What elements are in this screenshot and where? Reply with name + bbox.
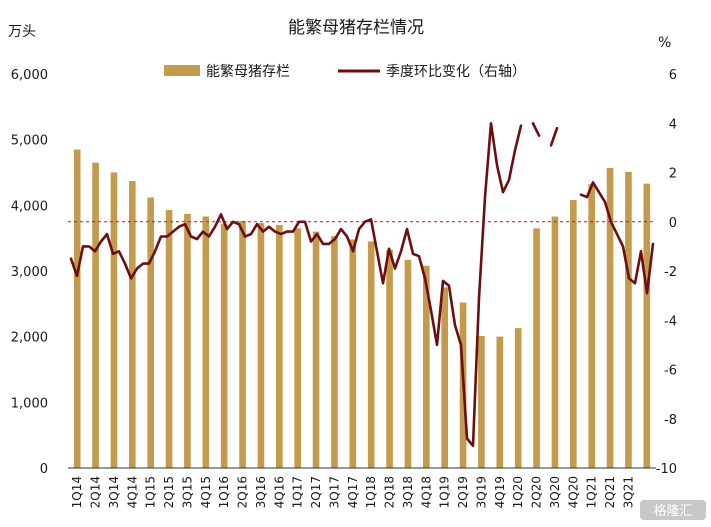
chart-title: 能繁母猪存栏情况 <box>288 18 424 38</box>
bar <box>533 228 540 468</box>
x-axis-tick-label: 3Q15 <box>180 476 194 508</box>
x-axis-tick-label: 1Q17 <box>291 476 305 508</box>
legend-bar-label: 能繁母猪存栏 <box>206 64 290 80</box>
x-axis-tick-label: 3Q20 <box>548 476 562 508</box>
right-axis-tick-label: -4 <box>664 314 677 329</box>
x-axis-tick-label: 2Q18 <box>383 476 397 508</box>
right-axis-tick-label: 4 <box>669 117 677 132</box>
x-axis-tick-label: 1Q19 <box>438 476 452 508</box>
bar <box>478 336 485 468</box>
bar <box>404 259 412 468</box>
bar <box>312 231 320 468</box>
x-axis-tick-label: 2Q20 <box>530 476 544 508</box>
bar <box>367 241 375 468</box>
x-axis-tick-label: 3Q21 <box>621 476 635 508</box>
bar <box>423 265 430 468</box>
x-axis-tick-label: 2Q17 <box>309 476 323 508</box>
x-axis-tick-label: 3Q19 <box>474 476 488 508</box>
bar <box>257 223 265 468</box>
bar <box>239 221 246 468</box>
watermark: 格隆汇 <box>640 500 706 520</box>
bar <box>220 223 228 468</box>
x-axis-tick-label: 1Q18 <box>364 476 378 508</box>
bar <box>129 181 136 468</box>
bar <box>73 149 81 468</box>
x-axis-tick-label: 3Q17 <box>327 476 341 508</box>
bar <box>588 184 595 468</box>
x-axis-tick-labels: 1Q14 2Q14 3Q14 4Q14 1Q15 2Q15 3Q15 4Q15 1Q16 2Q16… <box>70 476 635 508</box>
bar <box>514 328 522 468</box>
x-axis-tick-label: 3Q14 <box>107 476 121 508</box>
bar <box>551 216 559 468</box>
x-axis-tick-label: 1Q15 <box>144 476 158 508</box>
right-axis-tick-label: -10 <box>656 462 677 477</box>
x-axis-tick-label: 4Q15 <box>199 476 213 508</box>
right-axis-tick-labels: -10 -8 -6 -4 -2 0 2 4 6 <box>656 68 677 477</box>
bar <box>606 167 614 469</box>
x-axis-tick-label: 4Q14 <box>125 476 139 508</box>
bar <box>625 171 632 469</box>
bar <box>349 239 357 468</box>
x-axis-tick-label: 3Q18 <box>401 476 415 508</box>
bar <box>643 183 651 468</box>
right-axis-tick-label: 6 <box>669 68 677 83</box>
x-axis-tick-label: 2Q21 <box>603 476 617 508</box>
bar <box>276 225 283 468</box>
bar-series <box>73 149 651 469</box>
watermark-badge <box>640 500 706 520</box>
x-axis-tick-label: 4Q18 <box>419 476 433 508</box>
right-axis-unit: % <box>658 35 671 51</box>
line-series <box>69 122 655 448</box>
right-axis-tick-label: 2 <box>669 167 677 182</box>
right-axis-tick-label: -6 <box>664 364 677 379</box>
bar <box>147 197 154 468</box>
x-axis-tick-label: 1Q21 <box>585 476 599 508</box>
x-axis-tick-label: 2Q19 <box>456 476 470 508</box>
bar <box>386 249 393 468</box>
legend-bar-swatch <box>164 65 200 76</box>
x-axis-tick-label: 2Q16 <box>236 476 250 508</box>
x-axis-tick-label: 3Q16 <box>254 476 268 508</box>
left-axis-tick-label: 3,000 <box>11 265 48 280</box>
left-axis-unit: 万头 <box>8 24 36 40</box>
bar <box>331 236 338 468</box>
left-axis-tick-label: 6,000 <box>11 68 48 83</box>
x-axis-tick-label: 1Q14 <box>70 476 84 508</box>
bar <box>294 228 301 468</box>
bar <box>202 216 210 468</box>
x-axis-tick-label: 1Q16 <box>217 476 231 508</box>
right-axis-tick-label: -2 <box>664 265 677 280</box>
x-axis-tick-label: 1Q20 <box>511 476 525 508</box>
left-axis-tick-label: 1,000 <box>11 396 48 411</box>
bar <box>165 209 173 468</box>
x-axis-tick-label: 4Q19 <box>493 476 507 508</box>
left-axis-tick-labels: 0 1,000 2,000 3,000 4,000 5,000 6,000 <box>11 68 48 477</box>
x-axis-tick-label: 2Q15 <box>162 476 176 508</box>
x-axis-tick-label: 4Q17 <box>346 476 360 508</box>
bar <box>92 162 99 468</box>
x-axis-tick-label: 2Q14 <box>89 476 103 508</box>
legend-line-label: 季度环比变化（右轴） <box>386 64 526 80</box>
right-axis-tick-label: -8 <box>664 413 677 428</box>
left-axis-tick-label: 0 <box>40 462 48 477</box>
bar <box>110 172 118 468</box>
x-axis-tick-label: 4Q20 <box>566 476 580 508</box>
left-axis-tick-label: 2,000 <box>11 331 48 346</box>
bar <box>441 287 448 468</box>
bar <box>184 213 191 468</box>
line-series-path <box>69 122 655 448</box>
bar <box>570 200 577 468</box>
watermark-text: 格隆汇 <box>653 503 692 519</box>
left-axis-tick-label: 5,000 <box>11 134 48 149</box>
x-axis-tick-label: 4Q16 <box>272 476 286 508</box>
legend: 能繁母猪存栏 季度环比变化（右轴） <box>164 64 526 80</box>
right-axis-tick-label: 0 <box>669 216 677 231</box>
bar <box>496 336 504 468</box>
left-axis-tick-label: 4,000 <box>11 199 48 214</box>
